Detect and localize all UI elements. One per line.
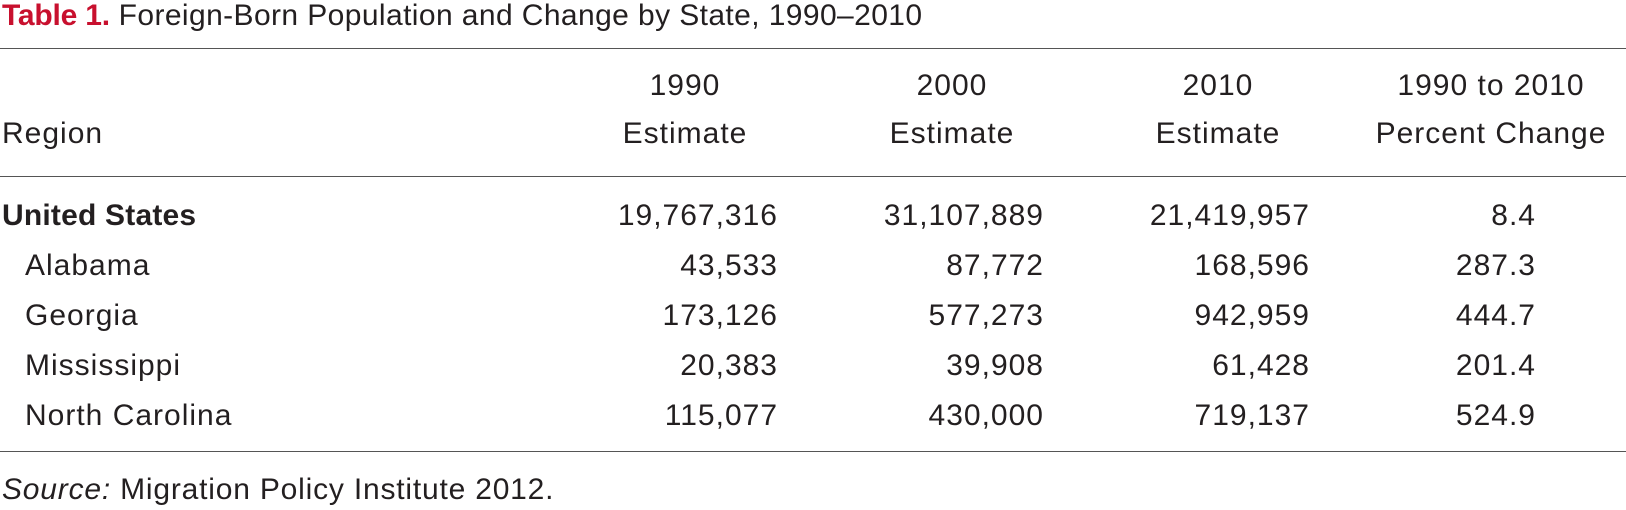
header-2000: 2000 Estimate xyxy=(889,69,1015,150)
row-2010: 942,959 xyxy=(1194,299,1310,332)
table-title-text: Foreign-Born Population and Change by St… xyxy=(118,0,923,32)
header-region: Region xyxy=(2,117,104,150)
row-1990: 173,126 xyxy=(662,299,778,332)
header-rule xyxy=(0,176,1626,177)
header-2010: 2010 Estimate xyxy=(1155,69,1281,150)
row-region: Alabama xyxy=(25,249,151,282)
row-region: Mississippi xyxy=(25,349,182,382)
table-label: Table 1. xyxy=(2,0,110,32)
header-percent-change: 1990 to 2010 Percent Change xyxy=(1375,69,1607,150)
row-2010: 21,419,957 xyxy=(1149,199,1310,232)
row-change: 287.3 xyxy=(1455,249,1536,282)
row-2010: 168,596 xyxy=(1194,249,1310,282)
row-2010: 61,428 xyxy=(1212,349,1310,382)
row-2000: 39,908 xyxy=(946,349,1044,382)
row-change: 201.4 xyxy=(1455,349,1536,382)
row-region: Georgia xyxy=(25,299,139,332)
row-2000: 87,772 xyxy=(946,249,1044,282)
header-1990: 1990 Estimate xyxy=(622,69,748,150)
row-1990: 43,533 xyxy=(680,249,778,282)
row-2000: 430,000 xyxy=(928,399,1044,432)
bottom-rule xyxy=(0,451,1626,452)
table-title: Table 1. Foreign-Born Population and Cha… xyxy=(2,0,922,38)
row-2010: 719,137 xyxy=(1194,399,1310,432)
row-change: 524.9 xyxy=(1455,399,1536,432)
top-rule xyxy=(0,48,1626,49)
row-2000: 31,107,889 xyxy=(883,199,1044,232)
source-text: Migration Policy Institute 2012. xyxy=(120,473,555,506)
row-1990: 115,077 xyxy=(664,399,778,432)
source-note: Source: Migration Policy Institute 2012. xyxy=(2,470,554,510)
row-change: 8.4 xyxy=(1491,199,1536,232)
row-region: United States xyxy=(2,199,197,232)
row-1990: 19,767,316 xyxy=(617,199,778,232)
source-label: Source: xyxy=(2,473,111,506)
row-region: North Carolina xyxy=(25,399,233,432)
row-2000: 577,273 xyxy=(928,299,1044,332)
row-change: 444.7 xyxy=(1455,299,1536,332)
row-1990: 20,383 xyxy=(680,349,778,382)
